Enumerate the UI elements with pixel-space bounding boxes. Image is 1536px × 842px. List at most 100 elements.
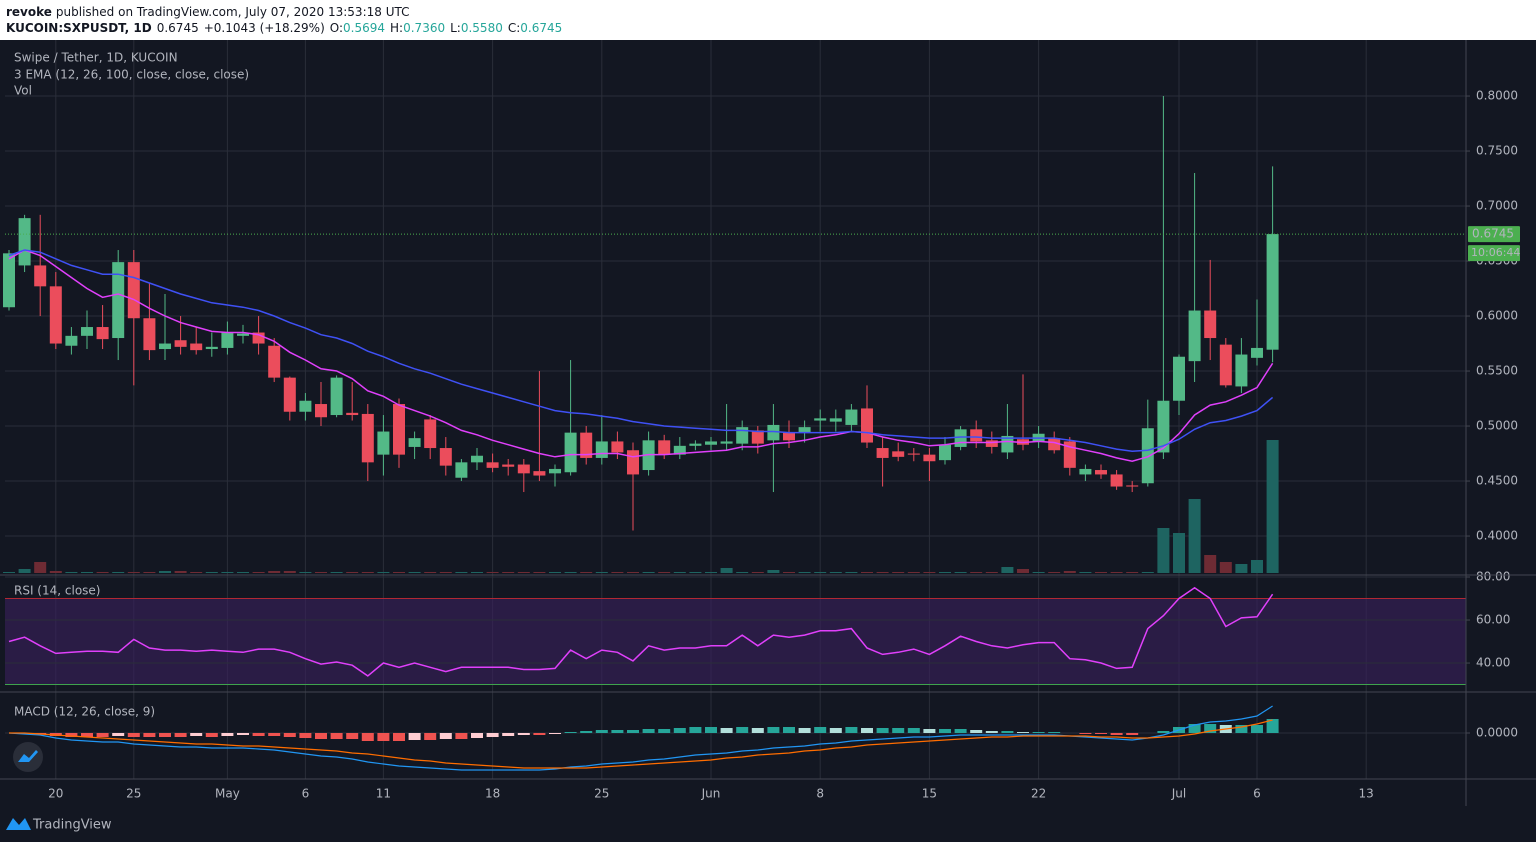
histogram-bar xyxy=(283,733,296,737)
volume-bar xyxy=(1235,564,1248,573)
candle-body xyxy=(720,441,733,444)
histogram-bar xyxy=(673,728,686,733)
candle-body xyxy=(471,455,483,463)
y-tick-label: 0.5000 xyxy=(1476,419,1518,433)
volume-bar xyxy=(1017,569,1029,573)
plot-area: 20 25 May 6 11 18 25 Jun 8 15 22 Jul 6 13 0.8000 0.7500… xyxy=(3,40,1520,801)
histogram-bar xyxy=(96,733,109,737)
x-tick-label: 8 xyxy=(816,787,824,801)
histogram-bar xyxy=(1235,725,1248,733)
histogram-bar xyxy=(720,728,733,733)
y-tick-label: 0.8000 xyxy=(1476,89,1518,103)
candle-body xyxy=(829,418,842,422)
histogram-bar xyxy=(1095,733,1107,734)
candle-body xyxy=(627,450,639,475)
volume-bar xyxy=(393,572,405,573)
histogram-bar xyxy=(81,733,93,737)
histogram-bar xyxy=(1126,733,1139,735)
ohlc-value: 0.7360 xyxy=(403,21,445,35)
histogram-bar xyxy=(205,733,218,737)
volume-bar xyxy=(720,568,733,573)
candle-body xyxy=(705,441,717,445)
volume-bar xyxy=(455,572,468,573)
macd-line xyxy=(9,719,1273,769)
histogram-bar xyxy=(439,733,452,739)
histogram-bar xyxy=(1251,725,1263,733)
x-tick-label: 11 xyxy=(376,787,391,801)
volume-bar xyxy=(1251,560,1263,573)
candle-body xyxy=(1001,435,1014,453)
candle-body xyxy=(237,333,249,336)
histogram-bar xyxy=(907,728,920,733)
volume-bar xyxy=(673,572,686,573)
candle-body xyxy=(455,462,468,478)
volume-bar xyxy=(237,572,249,573)
histogram-bar xyxy=(845,727,858,733)
volume-bar xyxy=(861,572,873,573)
volume-bar xyxy=(346,572,359,573)
volume-bar xyxy=(65,572,78,573)
footer-logo xyxy=(6,818,31,830)
published: published on TradingView.com, July 07, 2… xyxy=(56,5,410,19)
x-tick-label: 25 xyxy=(126,787,141,801)
symbol: KUCOIN:SXPUSDT, 1D xyxy=(6,21,152,35)
volume-bar xyxy=(1173,533,1185,573)
candle-body xyxy=(564,432,577,473)
volume-bar xyxy=(985,572,998,573)
y-tick-label: 0.4500 xyxy=(1476,474,1518,488)
candle-body xyxy=(49,286,62,344)
histogram-bar xyxy=(1032,732,1045,733)
candle-body xyxy=(892,451,905,457)
candle-body xyxy=(970,429,983,442)
y-tick-label: 60.00 xyxy=(1476,613,1510,627)
volume-bar xyxy=(174,571,187,573)
y-tick-label: 0.5500 xyxy=(1476,364,1518,378)
histogram-bar xyxy=(970,730,983,733)
y-tick-label: 0.7000 xyxy=(1476,199,1518,213)
volume-bar xyxy=(845,572,858,573)
volume-bar xyxy=(767,570,780,573)
candle-body xyxy=(814,418,827,421)
volume-bar xyxy=(939,572,951,573)
histogram-bar xyxy=(486,733,499,737)
histogram-bar xyxy=(642,729,655,733)
candle-body xyxy=(861,408,873,443)
volume-bar xyxy=(18,569,31,573)
histogram-bar xyxy=(1079,733,1092,734)
volume-bar xyxy=(627,572,639,573)
ticker-line: KUCOIN:SXPUSDT, 1D 0.6745 +0.1043 (+18.29%… xyxy=(6,21,562,35)
volume-bar xyxy=(1110,572,1123,573)
volume-bar xyxy=(923,572,936,573)
volume-bar xyxy=(1266,440,1279,573)
volume-bar xyxy=(954,572,967,573)
chart-title: Swipe / Tether, 1D, KUCOIN xyxy=(14,51,178,65)
candle-body xyxy=(268,345,281,378)
volume-bar xyxy=(377,572,390,573)
histogram-bar xyxy=(736,727,749,733)
rsi-line xyxy=(8,586,1274,677)
candle-body xyxy=(549,468,561,474)
histogram-bar xyxy=(424,733,437,740)
x-tick-label: Jun xyxy=(701,787,721,801)
histogram-bar xyxy=(393,733,405,741)
volume-bar xyxy=(424,572,437,573)
candle-body xyxy=(127,262,140,319)
x-tick-label: 25 xyxy=(594,787,609,801)
band-fill xyxy=(5,598,1466,685)
volume-bar xyxy=(96,572,109,573)
candle-body xyxy=(923,454,936,462)
candle-body xyxy=(96,327,109,340)
volume-bar xyxy=(1157,528,1170,573)
volume-bar xyxy=(829,572,842,573)
volume-bar xyxy=(268,571,281,573)
volume-bar xyxy=(705,572,717,573)
volume-bar xyxy=(315,572,327,573)
volume-bar xyxy=(1126,572,1139,573)
volume-bar xyxy=(3,572,15,573)
candle-body xyxy=(159,343,171,350)
macd-line xyxy=(8,705,1273,771)
candle-body xyxy=(1204,310,1217,339)
x-tick-label: 13 xyxy=(1359,787,1374,801)
volume-bar xyxy=(49,571,62,573)
